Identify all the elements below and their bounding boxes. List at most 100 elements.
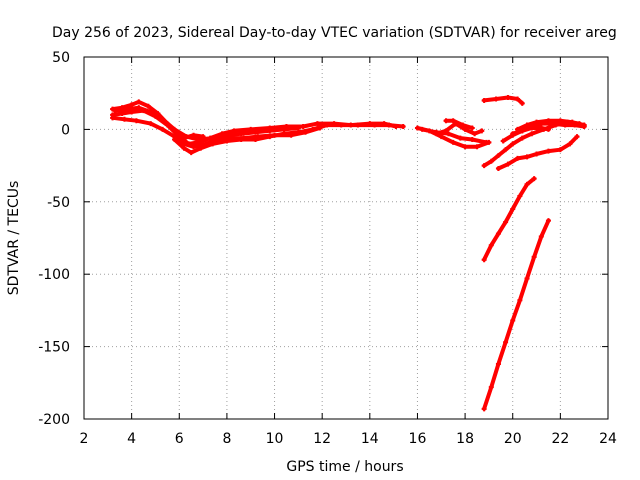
data-point [460,122,466,128]
data-point [534,119,540,125]
data-point [517,297,523,303]
x-tick-label: 20 [504,431,522,447]
data-point [545,218,551,224]
data-point [419,126,425,132]
y-tick-label: -150 [38,340,70,356]
data-point [481,257,487,263]
x-axis-label: GPS time / hours [286,459,403,475]
data-point [503,339,509,345]
data-point [148,109,154,115]
x-tick-label: 4 [127,431,136,447]
data-point [524,181,530,187]
data-point [481,406,487,412]
data-point [129,102,135,108]
data-point [567,141,573,147]
data-point [505,95,511,101]
data-point [450,139,456,145]
data-point [457,135,463,141]
x-tick-label: 24 [599,431,617,447]
data-point [160,126,166,132]
data-point [469,125,475,131]
data-point [517,193,523,199]
data-point [314,121,320,127]
data-point [529,131,535,137]
data-point [181,145,187,151]
data-point [472,131,478,137]
data-point [188,150,194,156]
data-point [503,219,509,225]
data-point [538,234,544,240]
data-point [531,176,537,182]
grid-lines [84,57,608,419]
data-point [484,139,490,145]
data-point [195,137,201,143]
data-point [495,361,501,367]
data-point [172,137,178,143]
data-point [110,115,116,121]
data-point [443,128,449,134]
data-point [545,118,551,124]
data-point [524,154,530,160]
data-point [557,118,563,124]
data-point [281,126,287,132]
data-point [252,137,258,143]
data-point [545,126,551,132]
data-point [238,137,244,143]
data-point [510,131,516,137]
data-point [574,134,580,140]
data-point [310,126,316,132]
data-point [210,135,216,141]
data-point [474,144,480,150]
data-point [160,116,166,122]
data-point [562,122,568,128]
data-point [510,141,516,147]
data-point [136,105,142,111]
x-tick-label: 10 [266,431,284,447]
chart-title: Day 256 of 2023, Sidereal Day-to-day VTE… [52,25,617,41]
data-point [495,152,501,158]
data-point [191,144,197,150]
data-point [400,124,406,130]
y-tick-label: 50 [52,50,70,66]
data-point [121,116,127,122]
data-point [295,129,301,135]
x-tick-label: 22 [551,431,569,447]
data-point [414,125,420,131]
x-tick-label: 6 [175,431,184,447]
data-point [557,147,563,153]
data-point [224,132,230,138]
data-point [481,97,487,103]
data-point [281,131,287,137]
x-tick-label: 16 [409,431,427,447]
data-point [510,206,516,212]
data-point [469,137,475,143]
data-point [238,131,244,137]
data-point [119,110,125,116]
x-tick-label: 8 [222,431,231,447]
data-point [488,158,494,164]
data-point [488,384,494,390]
series-track-17 [482,218,551,411]
data-point [124,106,130,112]
data-point [355,122,361,128]
data-point [462,144,468,150]
y-axis-label: SDTVAR / TECUs [6,181,22,296]
x-tick-label: 2 [80,431,89,447]
data-point [500,138,506,144]
data-point [519,128,525,134]
data-point [300,124,306,130]
data-point [524,276,530,282]
data-tracks [110,95,587,412]
data-point [524,122,530,128]
data-point [210,141,216,147]
data-point [148,121,154,127]
series-track-16 [482,176,537,262]
data-point [534,151,540,157]
data-point [112,108,118,114]
y-tick-label: -50 [47,195,70,211]
data-point [445,131,451,137]
data-point [295,125,301,131]
data-point [450,118,456,124]
